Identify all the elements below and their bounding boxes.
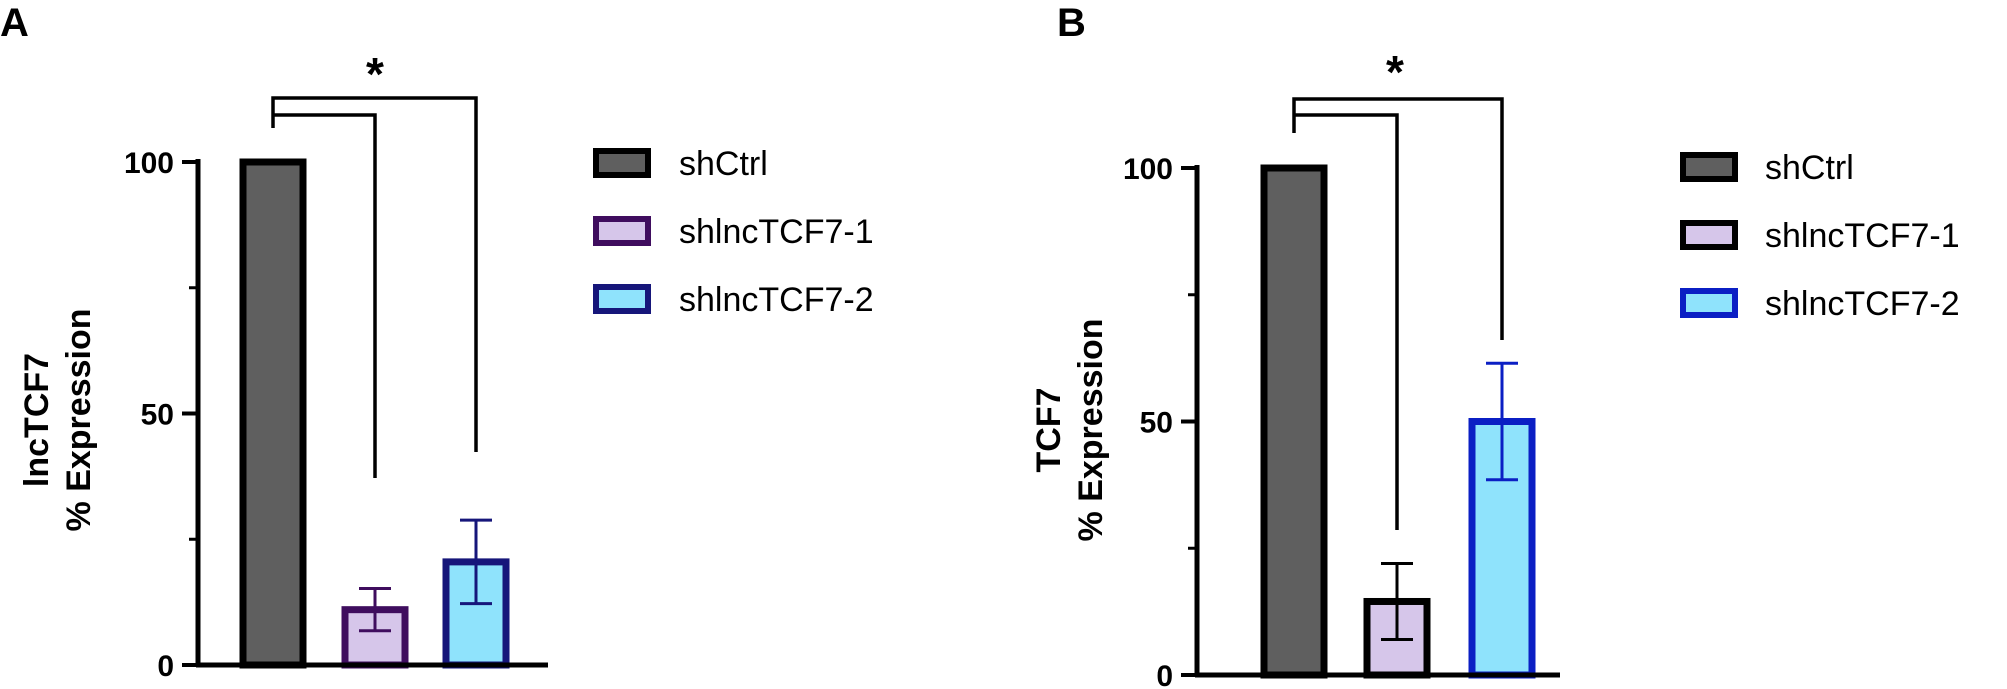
panel-b-marks: 0 50 100: [1123, 97, 1560, 689]
panel-b-ytick-label-1: 50: [1140, 407, 1173, 440]
panel-b-ytick-label-0: 0: [1156, 660, 1173, 689]
panel-b-significance-star: *: [1386, 46, 1404, 98]
panel-b-legend-label-2: shlncTCF7-1: [1765, 217, 1960, 255]
panel-a-ylabel-line1: lncTCF7: [18, 353, 56, 487]
panel-a-ytick-label-0: 0: [157, 650, 174, 683]
panel-b-legend-label-1: shCtrl: [1765, 149, 1854, 187]
panel-a-legend: shCtrl shlncTCF7-1 shlncTCF7-2: [593, 145, 874, 319]
panel-a-legend-label-1: shCtrl: [679, 145, 768, 183]
panel-b-bar-1: [1260, 164, 1328, 679]
panel-a-legend-label-3: shlncTCF7-2: [679, 281, 874, 319]
panel-a-bar-1: [239, 158, 307, 669]
panel-b-ylabel-line2: % Expression: [1072, 319, 1110, 542]
panel-b-label: B: [1057, 1, 1086, 45]
panel-a-marks: 0 50 100: [124, 96, 548, 683]
panel-b-legend-swatch-1: [1680, 152, 1738, 182]
panel-a-bracket-outer: [271, 96, 478, 452]
panel-a-legend-swatch-1: [593, 148, 651, 178]
panel-a-ytick-label-2: 100: [124, 147, 174, 180]
panel-a-significance-star: *: [366, 48, 384, 100]
panel-b-legend-swatch-3: [1680, 288, 1738, 318]
panel-b-ylabel-line1: TCF7: [1030, 388, 1068, 473]
panel-a-legend-swatch-3: [593, 284, 651, 314]
panel-a-label: A: [0, 1, 29, 45]
panel-a-legend-swatch-2: [593, 216, 651, 246]
panel-b-legend: shCtrl shlncTCF7-1 shlncTCF7-2: [1680, 149, 1960, 323]
panel-b-bracket-inner: [1294, 113, 1399, 530]
panel-a-ytick-label-1: 50: [141, 399, 174, 432]
panel-a-bracket-inner: [273, 113, 377, 478]
panel-b-ytick-label-2: 100: [1123, 153, 1173, 186]
panel-a-legend-label-2: shlncTCF7-1: [679, 213, 874, 251]
panel-b-legend-swatch-2: [1680, 220, 1738, 250]
panel-b-legend-label-3: shlncTCF7-2: [1765, 285, 1960, 323]
panel-b: B TCF7 % Expression * 0 50 100 shCtrl shlnc…: [1030, 1, 1960, 689]
panel-a-ylabel-line2: % Expression: [60, 309, 98, 532]
